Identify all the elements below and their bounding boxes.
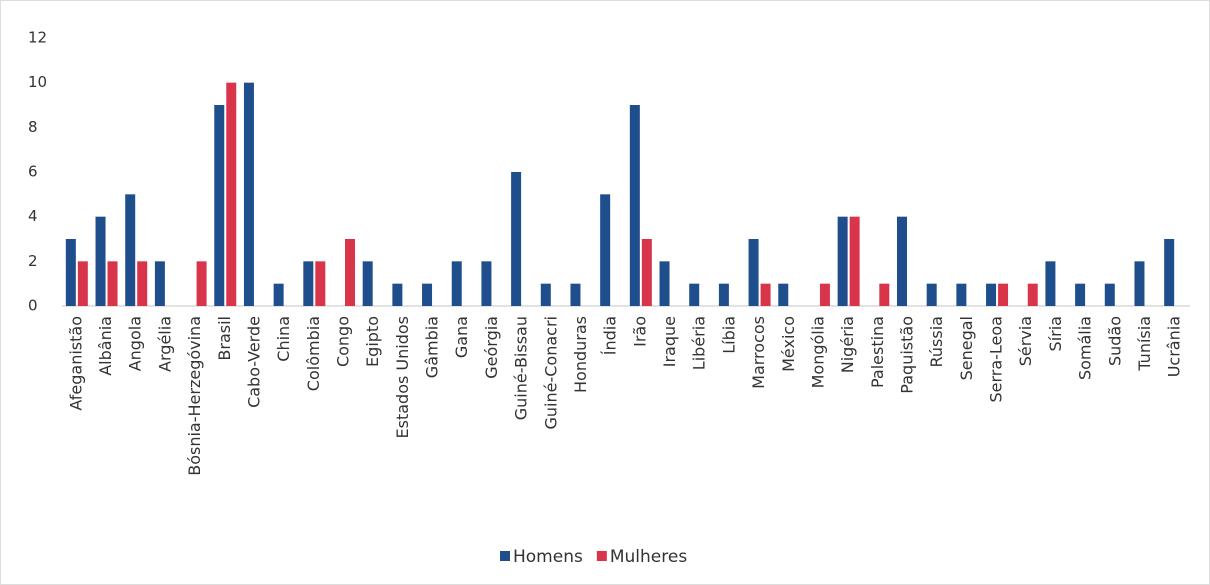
x-tick-label: Sudão — [1105, 316, 1124, 366]
x-tick-label: Brasil — [215, 316, 234, 361]
bar — [196, 261, 207, 306]
bar — [362, 261, 373, 306]
y-tick-label: 6 — [28, 163, 38, 181]
bar — [1164, 239, 1175, 306]
bar — [837, 216, 848, 306]
y-tick-label: 0 — [28, 297, 38, 315]
legend-swatch — [500, 551, 510, 561]
x-tick-label: Angola — [126, 316, 145, 371]
bar — [986, 283, 997, 306]
x-tick-label: Mongólia — [808, 316, 827, 388]
bar — [641, 239, 652, 306]
bar — [345, 239, 355, 306]
bar — [600, 194, 611, 306]
y-tick-label: 2 — [28, 252, 38, 270]
x-tick-label: Estados Unidos — [393, 316, 412, 438]
x-tick-label: Albânia — [96, 316, 115, 376]
legend-label: Mulheres — [610, 547, 687, 567]
bar — [689, 283, 700, 306]
x-tick-label: Sérvia — [1016, 316, 1035, 366]
bar — [481, 261, 492, 306]
x-tick-label: Serra-Leoa — [987, 316, 1006, 403]
x-tick-label: Guiné-Bissau — [512, 316, 531, 420]
bar — [107, 261, 118, 306]
x-tick-label: Iraque — [660, 316, 679, 367]
legend-label: Homens — [513, 547, 583, 567]
x-tick-label: Libéria — [690, 316, 709, 370]
x-tick-label: Cabo-Verde — [244, 316, 263, 408]
x-tick-label: Irão — [630, 316, 649, 347]
bar — [95, 216, 106, 306]
bar — [659, 261, 670, 306]
x-tick-label: Egipto — [363, 316, 382, 367]
bar — [540, 283, 551, 306]
x-tick-label: Tunísia — [1135, 316, 1154, 372]
x-tick-label: Geórgia — [482, 316, 501, 379]
bar — [897, 216, 907, 306]
x-tick-label: Líbia — [719, 316, 738, 354]
bar — [570, 283, 581, 306]
bar — [1104, 283, 1115, 306]
x-tick-label: Argélia — [155, 316, 174, 372]
bar — [1075, 283, 1086, 306]
x-tick-label: Congo — [334, 316, 353, 367]
bar — [243, 82, 254, 307]
bar — [629, 105, 640, 306]
bar — [125, 194, 136, 306]
bar — [65, 239, 76, 306]
bar — [137, 261, 148, 306]
bar — [154, 261, 165, 306]
bar — [226, 82, 237, 307]
bar — [511, 172, 522, 306]
y-tick-label: 12 — [28, 29, 47, 47]
x-tick-label: Honduras — [571, 316, 590, 393]
x-tick-label: China — [274, 316, 293, 362]
bar — [760, 283, 771, 306]
x-tick-label: Guiné-Conacri — [541, 316, 560, 429]
x-tick-label: Gana — [452, 316, 471, 358]
bar — [778, 283, 789, 306]
bar — [214, 105, 225, 306]
x-tick-label: Senegal — [957, 316, 976, 380]
legend-swatch — [596, 551, 607, 561]
x-tick-label: Rússia — [927, 316, 946, 367]
bar — [1134, 261, 1145, 306]
bar — [849, 216, 860, 306]
x-tick-label: Marrocos — [749, 316, 768, 389]
bar — [819, 283, 830, 306]
bar — [315, 261, 326, 306]
y-tick-label: 10 — [28, 73, 47, 91]
bar — [748, 239, 759, 306]
bar — [303, 261, 314, 306]
bar — [77, 261, 88, 306]
x-tick-label: Paquistão — [898, 316, 917, 394]
bar — [1045, 261, 1056, 306]
x-tick-label: Bósnia-Herzegóvina — [185, 316, 204, 476]
x-tick-label: Índia — [601, 316, 620, 355]
bar — [879, 283, 890, 306]
bar — [718, 283, 729, 306]
bar — [1027, 283, 1038, 306]
x-tick-label: Afeganistão — [66, 316, 85, 411]
bar — [392, 283, 403, 306]
x-tick-label: Nigéria — [838, 316, 857, 373]
x-tick-label: Gâmbia — [423, 316, 442, 378]
bar — [422, 283, 433, 306]
x-tick-label: Palestina — [868, 316, 887, 388]
y-tick-label: 4 — [28, 207, 38, 225]
bar — [998, 283, 1009, 306]
x-tick-label: Colômbia — [304, 316, 323, 391]
bar — [956, 283, 967, 306]
x-tick-label: México — [779, 316, 798, 372]
x-tick-label: Somália — [1076, 316, 1095, 380]
bar — [926, 283, 937, 306]
x-tick-label: Ucrânia — [1165, 316, 1184, 377]
bar — [273, 283, 284, 306]
x-tick-label: Síria — [1046, 316, 1065, 351]
bar — [451, 261, 462, 306]
y-tick-label: 8 — [28, 118, 38, 136]
